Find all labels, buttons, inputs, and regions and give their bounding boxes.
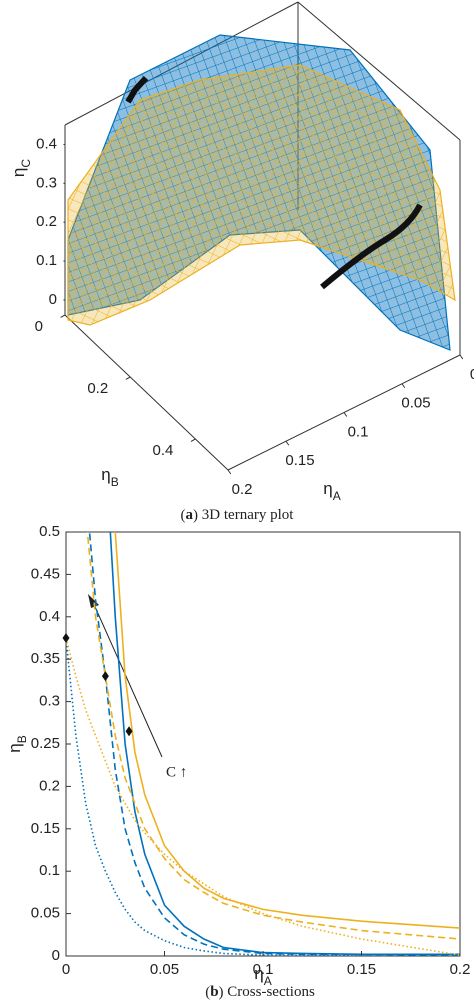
boundary-curve xyxy=(125,75,149,104)
annotation-arrow xyxy=(91,599,163,758)
tick-mark xyxy=(60,314,66,318)
boundary-curve xyxy=(320,203,423,290)
y-axis-label: ηB xyxy=(5,735,29,752)
x-axis-label: ηA xyxy=(254,964,271,988)
y-tick-label: 0.45 xyxy=(31,565,60,582)
x-tick-label: 0 xyxy=(62,961,70,978)
annotation: C ↑ xyxy=(166,764,187,780)
y-tick-label: 0 xyxy=(52,947,60,964)
tick-label: 0.1 xyxy=(36,252,57,269)
tick-mark xyxy=(227,469,232,475)
series-line xyxy=(114,532,460,929)
y-tick-label: 0.2 xyxy=(39,777,60,794)
y-tick-label: 0.35 xyxy=(31,650,60,667)
tick-label: 0 xyxy=(35,318,43,335)
tick-label: 0.4 xyxy=(153,442,174,459)
tick-mark xyxy=(401,383,406,389)
tick-label: 0.15 xyxy=(285,452,314,469)
surface-orange xyxy=(67,64,456,326)
series-line xyxy=(88,532,460,956)
y-tick-label: 0.25 xyxy=(31,735,60,752)
y-tick-label: 0.4 xyxy=(39,608,60,625)
x-tick-label: 0.15 xyxy=(347,961,376,978)
tick-label: 0.2 xyxy=(232,481,253,498)
marker xyxy=(101,671,109,682)
tick-label: 0.3 xyxy=(36,174,57,191)
marker xyxy=(125,726,133,737)
marker xyxy=(62,633,70,643)
caption: (a) 3D ternary plot xyxy=(181,507,295,523)
x-tick-label: 0.05 xyxy=(150,961,179,978)
tick-label: 0.4 xyxy=(36,135,57,152)
series-line xyxy=(66,637,460,956)
y-axis-label: ηB xyxy=(101,465,118,489)
y-tick-label: 0.05 xyxy=(31,905,60,922)
tick-label: 0.2 xyxy=(87,380,108,397)
tick-mark xyxy=(125,376,131,380)
z-axis-label: ηC xyxy=(9,159,33,177)
y-tick-label: 0.3 xyxy=(39,693,60,710)
tick-mark xyxy=(190,438,196,442)
caption: (b) Cross-sections xyxy=(205,984,315,1000)
tick-mark xyxy=(459,354,464,360)
tick-label: 0 xyxy=(470,366,474,383)
x-tick-label: 0.2 xyxy=(450,961,471,978)
series-line xyxy=(86,532,460,940)
tick-mark xyxy=(285,440,290,446)
y-tick-label: 0.15 xyxy=(31,820,60,837)
y-tick-label: 0.1 xyxy=(39,862,60,879)
x-tick-label: 0.1 xyxy=(253,961,274,978)
tick-mark xyxy=(343,412,348,417)
tick-label: 0.1 xyxy=(348,423,369,440)
plot-area xyxy=(66,532,460,956)
tick-label: 0.05 xyxy=(401,395,430,412)
x-axis-label: ηA xyxy=(323,479,340,503)
tick-label: 0.2 xyxy=(36,213,57,230)
tick-label: 0 xyxy=(49,291,57,308)
series-line xyxy=(109,532,460,956)
series-line xyxy=(66,637,460,956)
y-tick-label: 0.5 xyxy=(39,523,60,540)
